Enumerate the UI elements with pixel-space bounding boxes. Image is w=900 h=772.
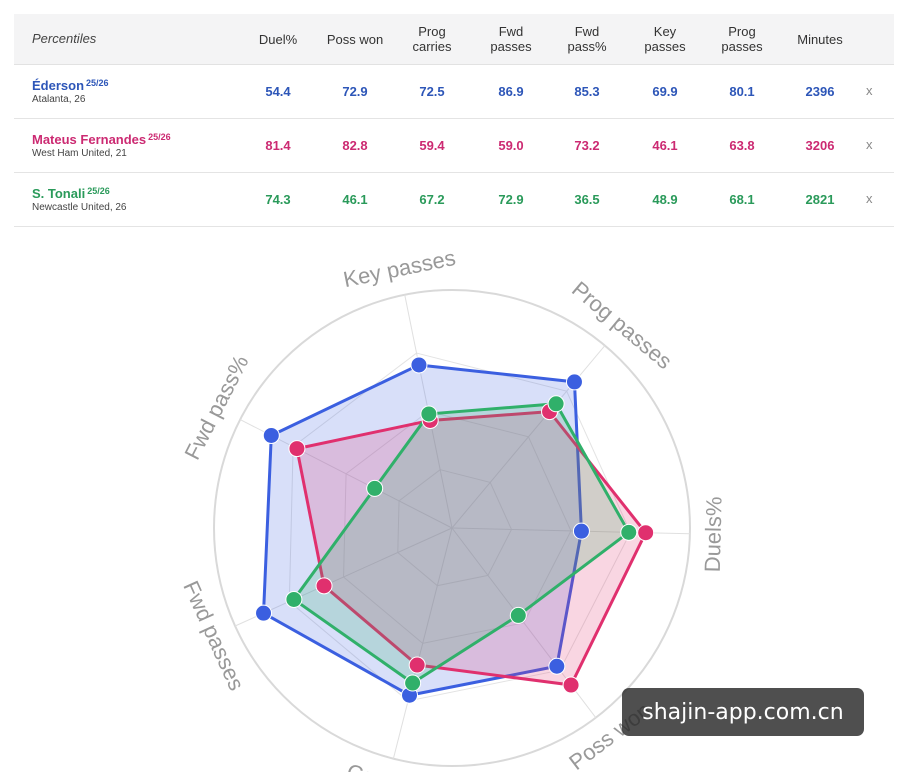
player-name-text: Éderson xyxy=(32,78,85,93)
table-cell: 67.2 xyxy=(419,192,445,207)
table-cell: 36.5 xyxy=(574,192,600,207)
radar-point xyxy=(620,523,638,541)
table-cell: 74.3 xyxy=(265,192,291,207)
radar-series-0 xyxy=(262,363,583,697)
table-cell: 46.1 xyxy=(652,138,678,153)
column-header[interactable]: Fwd passes xyxy=(490,24,532,54)
radar-point xyxy=(420,405,438,423)
player-name[interactable]: S. Tonali 25/26 xyxy=(32,186,110,201)
table-cell: 72.9 xyxy=(342,84,368,99)
column-header[interactable]: Fwd pass% xyxy=(567,24,607,54)
table-row: S. Tonali 25/26 Newcastle United, 26 74.3 46… xyxy=(14,173,894,227)
player-name-text: Mateus Fernandes xyxy=(32,132,147,147)
radar-point xyxy=(404,674,422,692)
radar-point xyxy=(408,656,426,674)
column-header[interactable]: Poss won xyxy=(326,31,384,47)
player-team: Newcastle United, 26 xyxy=(32,202,127,213)
watermark: shajin-app.com.cn xyxy=(622,688,864,736)
radar-point xyxy=(288,440,306,458)
radar-point xyxy=(315,577,333,595)
player-name-text: S. Tonali xyxy=(32,186,86,201)
table-cell: 2396 xyxy=(805,84,835,99)
player-name[interactable]: Mateus Fernandes 25/26 xyxy=(32,132,171,147)
table-cell: 3206 xyxy=(805,138,835,153)
player-team: West Ham United, 21 xyxy=(32,148,127,159)
radar-point xyxy=(565,373,583,391)
radar-point xyxy=(285,590,303,608)
remove-player-button[interactable]: x xyxy=(866,191,873,206)
radar-series-2 xyxy=(292,402,631,685)
table-row: Mateus Fernandes 25/26 West Ham United, 21… xyxy=(14,119,894,173)
table-cell: 81.4 xyxy=(265,138,291,153)
player-season: 25/26 xyxy=(148,132,171,142)
table-cell: 54.4 xyxy=(265,84,291,99)
table-cell: 85.3 xyxy=(574,84,600,99)
radar-axis-label: Duels% xyxy=(700,496,727,572)
player-name[interactable]: Éderson 25/26 xyxy=(32,78,109,93)
table-cell: 59.0 xyxy=(498,138,524,153)
column-header[interactable]: Key passes xyxy=(644,24,686,54)
radar-point xyxy=(410,356,428,374)
radar-grid-ring xyxy=(343,410,572,644)
table-cell: 86.9 xyxy=(498,84,524,99)
radar-spoke xyxy=(392,527,453,759)
radar-axis-label: Key passes xyxy=(341,245,457,292)
radar-point xyxy=(255,604,273,622)
table-cell: 69.9 xyxy=(652,84,678,99)
player-season: 25/26 xyxy=(86,78,109,88)
table-cell: 73.2 xyxy=(574,138,600,153)
player-season: 25/26 xyxy=(87,186,110,196)
radar-point xyxy=(548,657,566,675)
player-team: Atalanta, 26 xyxy=(32,94,86,105)
table-title: Percentiles xyxy=(32,31,97,46)
radar-point xyxy=(509,606,527,624)
radar-point xyxy=(547,395,565,413)
radar-point xyxy=(637,524,655,542)
table-header: Percentiles Duel% Poss won Prog carries Fwd… xyxy=(14,14,894,65)
table-cell: 59.4 xyxy=(419,138,445,153)
radar-point xyxy=(366,479,384,497)
column-header[interactable]: Duel% xyxy=(258,31,298,47)
column-header[interactable]: Prog carries xyxy=(412,24,452,54)
table-cell: 68.1 xyxy=(729,192,755,207)
radar-series-1 xyxy=(295,410,648,687)
table-cell: 63.8 xyxy=(729,138,755,153)
table-cell: 82.8 xyxy=(342,138,368,153)
radar-point xyxy=(572,522,590,540)
table-row: Éderson 25/26 Atalanta, 26 54.4 72.9 72.5 86.9… xyxy=(14,65,894,119)
remove-player-button[interactable]: x xyxy=(866,137,873,152)
table-cell: 72.9 xyxy=(498,192,524,207)
column-header[interactable]: Prog passes xyxy=(721,24,763,54)
percentiles-table: Percentiles Duel% Poss won Prog carries Fwd… xyxy=(14,14,894,227)
table-cell: 80.1 xyxy=(729,84,755,99)
remove-player-button[interactable]: x xyxy=(866,83,873,98)
column-header[interactable]: Minutes xyxy=(797,31,843,47)
table-cell: 48.9 xyxy=(652,192,678,207)
radar-grid-ring xyxy=(397,469,513,587)
radar-point xyxy=(262,426,280,444)
table-cell: 72.5 xyxy=(419,84,445,99)
table-cell: 2821 xyxy=(805,192,835,207)
radar-point xyxy=(562,676,580,694)
table-cell: 46.1 xyxy=(342,192,368,207)
